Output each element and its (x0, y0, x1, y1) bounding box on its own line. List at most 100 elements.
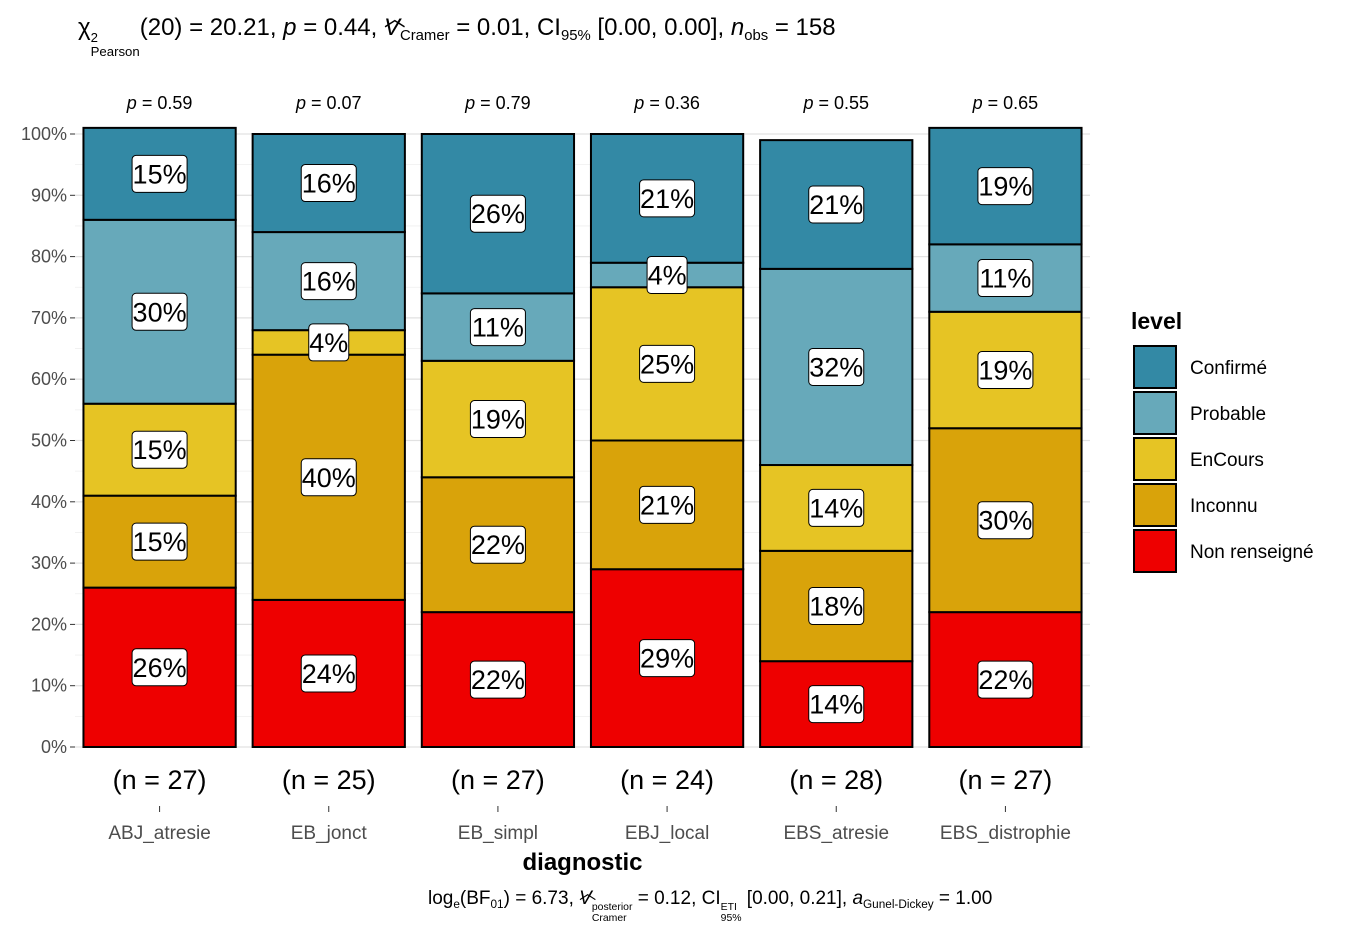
data-label: 24% (302, 659, 356, 689)
data-label-box (808, 347, 865, 386)
legend-label: Confirmé (1190, 358, 1267, 379)
data-label: 30% (133, 297, 187, 327)
y-axis: 0% 10% 20% 30% 40% 50% 60% 70% 80% 90% 100% (21, 124, 75, 757)
y-tick-label: 40% (31, 492, 67, 512)
data-label: 22% (978, 665, 1032, 695)
data-label-box (808, 685, 865, 724)
legend-label: Probable (1190, 404, 1266, 425)
data-label-box (131, 522, 188, 561)
data-label: 29% (640, 644, 694, 674)
data-label: 26% (471, 199, 525, 229)
data-label: 15% (133, 527, 187, 557)
data-label: 11% (979, 264, 1031, 294)
y-tick-label: 90% (31, 185, 67, 205)
y-tick-label: 60% (31, 369, 67, 389)
data-label-box (131, 292, 188, 331)
x-tick-label: EBS_atresie (783, 823, 889, 844)
bar-segment (251, 598, 406, 748)
data-label-box (977, 351, 1034, 390)
data-label: 25% (640, 349, 694, 379)
data-label-box (977, 660, 1034, 699)
legend: level Confirmé Probable EnCours Inconnu Non r… (1131, 308, 1314, 573)
data-label-box (639, 179, 696, 218)
data-label: 40% (302, 463, 356, 493)
data-label: 30% (978, 506, 1032, 536)
data-label-box (131, 154, 188, 193)
y-tick-label: 80% (31, 247, 67, 267)
count-label: (n = 27) (113, 765, 207, 795)
data-label: 4% (309, 328, 348, 358)
count-label: (n = 27) (959, 765, 1053, 795)
bars (82, 126, 1083, 749)
data-label: 19% (978, 356, 1032, 386)
p-value-label: p = 0.79 (464, 93, 531, 113)
data-label: 4% (648, 260, 687, 290)
data-label: 15% (133, 435, 187, 465)
data-label-box (639, 639, 696, 678)
p-value-label: p = 0.55 (802, 93, 869, 113)
count-label: (n = 28) (789, 765, 883, 795)
grid-lines (75, 133, 1090, 748)
data-label: 16% (302, 169, 356, 199)
x-axis-title: diagnostic (522, 849, 642, 876)
data-label-box (977, 259, 1034, 298)
data-label-box (300, 654, 357, 693)
count-label: (n = 24) (620, 765, 714, 795)
data-label-box (300, 262, 357, 301)
data-label: 32% (809, 352, 863, 382)
data-label-box (469, 525, 526, 564)
data-label: 16% (302, 267, 356, 297)
x-tick-label: EBJ_local (625, 823, 710, 844)
y-tick-label: 30% (31, 553, 67, 573)
data-label-box (469, 194, 526, 233)
data-label-box (639, 485, 696, 524)
data-label: 22% (471, 530, 525, 560)
legend-label: Non renseigné (1190, 542, 1314, 563)
data-label: 26% (133, 653, 187, 683)
data-label-box (977, 501, 1034, 540)
data-label: 18% (809, 592, 863, 622)
data-label-box (639, 344, 696, 383)
data-label-box (808, 488, 865, 527)
y-tick-label: 10% (31, 676, 67, 696)
data-label: 14% (809, 493, 863, 523)
data-label-box (469, 308, 526, 347)
data-label-box (300, 164, 357, 203)
data-label-box (300, 458, 357, 497)
x-tick-label: EBS_distrophie (940, 823, 1071, 844)
x-tick-label: ABJ_atresie (108, 823, 210, 844)
legend-swatch (1133, 529, 1177, 573)
y-tick-label: 0% (41, 737, 67, 757)
bar-segment (589, 568, 745, 748)
p-value-label: p = 0.59 (126, 93, 193, 113)
legend-swatch (1133, 437, 1177, 481)
x-tick-label: EB_simpl (458, 823, 538, 844)
p-value-label: p = 0.36 (633, 93, 700, 113)
legend-title: level (1131, 308, 1182, 334)
p-value-label: p = 0.07 (295, 93, 362, 113)
data-label-box (308, 323, 350, 362)
count-label: (n = 27) (451, 765, 545, 795)
data-label: 19% (978, 172, 1032, 202)
data-label-box (469, 660, 526, 699)
segment-labels: 26% 15% 15% 30% 15% 24% 40% 4% 16% 16% 22% 22% 19% 11… (131, 154, 1034, 724)
legend-swatch (1133, 483, 1177, 527)
data-label-box (131, 430, 188, 469)
data-label-box (808, 185, 865, 224)
legend-swatch (1133, 345, 1177, 389)
data-label: 22% (471, 665, 525, 695)
data-label: 11% (472, 313, 524, 343)
legend-swatch (1133, 391, 1177, 435)
data-label: 15% (133, 159, 187, 189)
y-tick-label: 100% (21, 124, 67, 144)
chart-subtitle: χ 2 Pearson (20) = 20.21, p = 0.44, ︿ VCrame… (78, 6, 836, 60)
data-label-box (646, 255, 688, 294)
y-tick-label: 20% (31, 614, 67, 634)
x-axis: p = 0.59 (n = 27) ABJ_atresie p = 0.07 (n = … (108, 93, 1071, 876)
data-label: 14% (809, 690, 863, 720)
data-label-box (808, 587, 865, 626)
count-label: (n = 25) (282, 765, 376, 795)
data-label: 21% (809, 190, 863, 220)
